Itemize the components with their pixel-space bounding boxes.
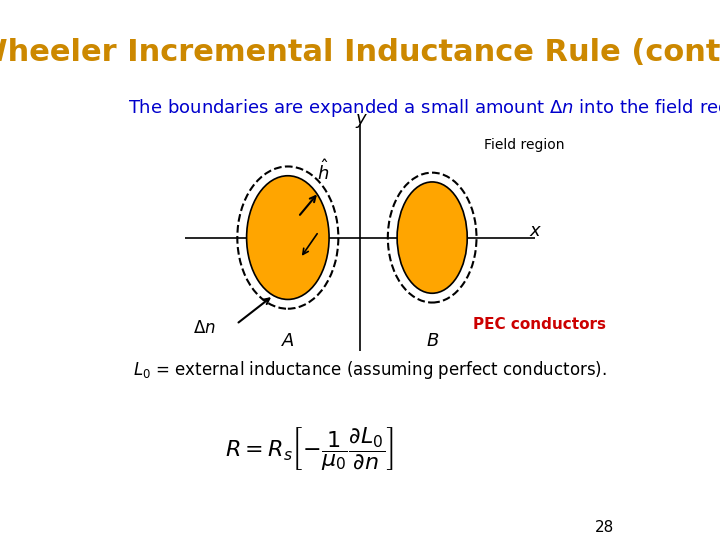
Ellipse shape	[397, 182, 467, 293]
Text: PEC conductors: PEC conductors	[474, 316, 606, 332]
Text: $B$: $B$	[426, 332, 438, 350]
Text: Field region: Field region	[484, 138, 564, 152]
Text: $\Delta n$: $\Delta n$	[193, 319, 216, 338]
Text: $x$: $x$	[529, 222, 542, 240]
Text: Wheeler Incremental Inductance Rule (cont.): Wheeler Incremental Inductance Rule (con…	[0, 38, 720, 67]
Ellipse shape	[246, 176, 329, 300]
Text: $\hat{h}$: $\hat{h}$	[317, 159, 329, 184]
Text: The boundaries are expanded a small amount $\Delta n$ into the field region.: The boundaries are expanded a small amou…	[128, 97, 720, 119]
Text: 28: 28	[595, 519, 613, 535]
Text: $L_0$ = external inductance (assuming perfect conductors).: $L_0$ = external inductance (assuming pe…	[133, 359, 607, 381]
Text: $A$: $A$	[281, 332, 295, 350]
Text: $y$: $y$	[356, 112, 369, 130]
Text: $R = R_s \left[ -\dfrac{1}{\mu_0} \dfrac{\partial L_0}{\partial n} \right]$: $R = R_s \left[ -\dfrac{1}{\mu_0} \dfrac…	[225, 424, 394, 472]
